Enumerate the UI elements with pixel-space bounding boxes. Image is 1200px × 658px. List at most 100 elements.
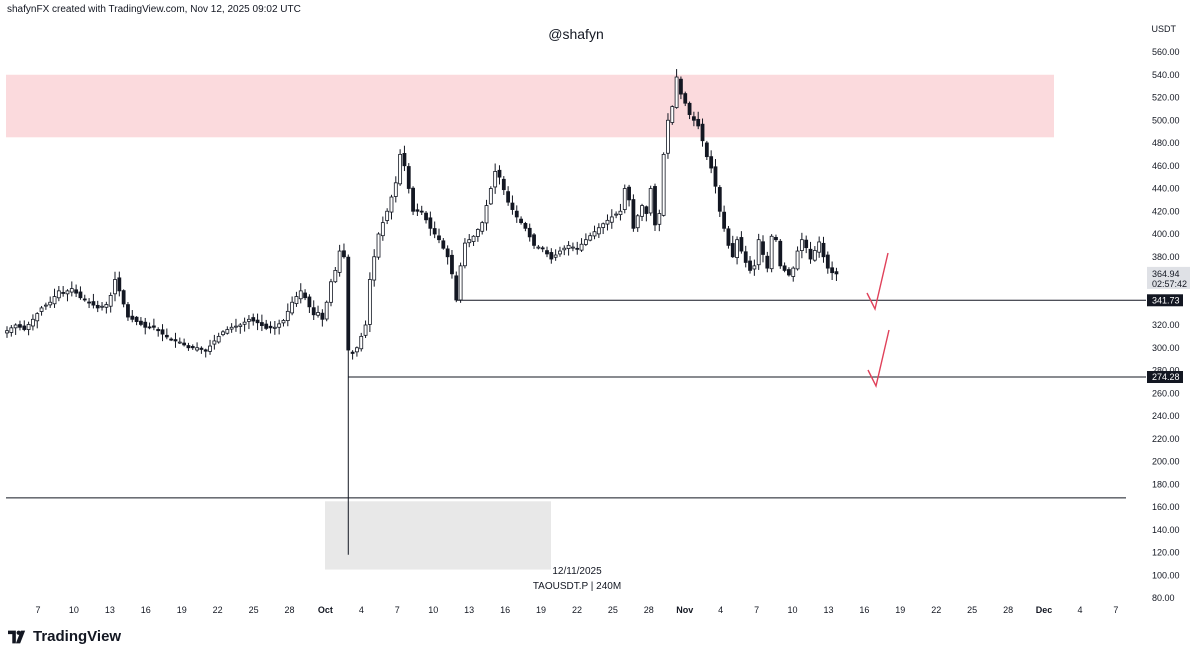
level-price-tag	[1147, 371, 1183, 384]
candle-body	[225, 329, 230, 334]
candle-body	[259, 322, 264, 326]
candle-body	[657, 213, 662, 225]
y-tick-label: 560.00	[1152, 47, 1180, 57]
candle-body	[69, 288, 74, 293]
candle-body	[519, 218, 523, 224]
arrow-mark	[866, 252, 889, 312]
x-tick-label: 4	[718, 605, 723, 615]
x-tick-label: 7	[754, 605, 759, 615]
candle-body	[787, 269, 791, 276]
tradingview-brand-text: TradingView	[33, 628, 122, 645]
candle-body	[415, 209, 420, 212]
candle-body	[674, 76, 679, 108]
x-tick-label: 22	[213, 605, 223, 615]
candle-body	[812, 250, 817, 261]
candle-body	[730, 243, 735, 258]
candle-body	[441, 240, 446, 249]
candle-body	[761, 241, 765, 255]
x-tick-label: 16	[141, 605, 151, 615]
candle-body	[139, 320, 143, 325]
candle-body	[808, 248, 813, 260]
candle-body	[48, 301, 53, 306]
candle-body	[5, 330, 9, 334]
x-tick-label: 22	[931, 605, 941, 615]
candle-body	[493, 171, 498, 188]
candle-body	[536, 246, 541, 249]
candle-body	[722, 211, 727, 229]
y-tick-label: 300.00	[1152, 343, 1180, 353]
candle-body	[311, 307, 316, 316]
candle-body	[748, 260, 752, 271]
time-axis[interactable]: 7 10 13 16 19 22 25 28 Oct 4 7 10 13 16 19 22 25 28 Nov 4 7 1…	[35, 605, 1118, 615]
candle-body	[648, 188, 653, 214]
candle-body	[13, 324, 18, 329]
candle-body	[463, 242, 467, 267]
y-tick-label: 80.00	[1152, 593, 1175, 603]
candle-body	[264, 323, 269, 329]
x-tick-label: 16	[500, 605, 510, 615]
tradingview-logo[interactable]: TradingView	[8, 628, 121, 645]
candle-body	[821, 242, 826, 258]
candle-body	[104, 304, 109, 308]
candle-body	[281, 320, 286, 324]
candle-body	[272, 326, 277, 329]
candle-body	[329, 281, 333, 303]
x-tick-label: 28	[285, 605, 295, 615]
candle-body	[151, 325, 156, 328]
candle-body	[679, 78, 683, 95]
y-tick-label: 520.00	[1152, 93, 1180, 103]
candle-body	[208, 345, 212, 352]
candle-body	[117, 277, 122, 292]
candle-body	[437, 235, 441, 241]
candle-body	[251, 317, 256, 322]
candle-body	[583, 239, 588, 245]
candle-body	[113, 279, 117, 295]
candle-body	[795, 250, 800, 270]
candle-body	[752, 265, 757, 270]
candle-body	[549, 252, 554, 260]
candle-body	[445, 248, 450, 258]
price-axis[interactable]: 560.00 540.00 520.00 500.00 480.00 460.00 440.…	[1152, 47, 1180, 603]
candle-body	[121, 290, 126, 305]
candle-body	[661, 153, 666, 216]
candle-body	[402, 153, 407, 167]
y-tick-label: 320.00	[1152, 320, 1180, 330]
candle-body	[791, 267, 796, 277]
candle-body	[316, 312, 320, 316]
candle-body	[782, 265, 787, 271]
candle-body	[635, 215, 640, 229]
x-tick-label: 19	[895, 605, 905, 615]
candle-body	[78, 291, 83, 299]
candle-body	[596, 227, 601, 235]
y-tick-label: 280.00	[1152, 366, 1180, 376]
x-tick-label: 13	[464, 605, 474, 615]
candle-body	[545, 250, 549, 255]
candle-body	[506, 191, 511, 203]
candle-body	[825, 254, 830, 269]
candle-body	[134, 316, 139, 322]
candle-body	[640, 205, 644, 217]
candle-body	[834, 271, 839, 275]
candle-body	[735, 239, 739, 258]
candle-body	[307, 296, 312, 308]
projection-arrows	[866, 252, 890, 389]
candle-body	[156, 329, 161, 332]
candle-body	[817, 241, 822, 253]
candle-body	[683, 93, 688, 104]
x-tick-label: 10	[69, 605, 79, 615]
x-tick-label: Oct	[318, 605, 333, 615]
candle-body	[303, 292, 307, 299]
candle-body	[398, 153, 403, 185]
candle-body	[540, 247, 545, 250]
x-tick-label: 19	[536, 605, 546, 615]
candle-body	[147, 326, 152, 329]
candle-body	[709, 156, 714, 169]
candle-body	[406, 166, 411, 189]
candle-body	[510, 202, 515, 210]
candle-body	[713, 166, 718, 187]
candle-body	[26, 324, 31, 330]
candle-body	[471, 235, 476, 242]
candle-body	[18, 324, 22, 328]
candle-body	[532, 234, 536, 246]
